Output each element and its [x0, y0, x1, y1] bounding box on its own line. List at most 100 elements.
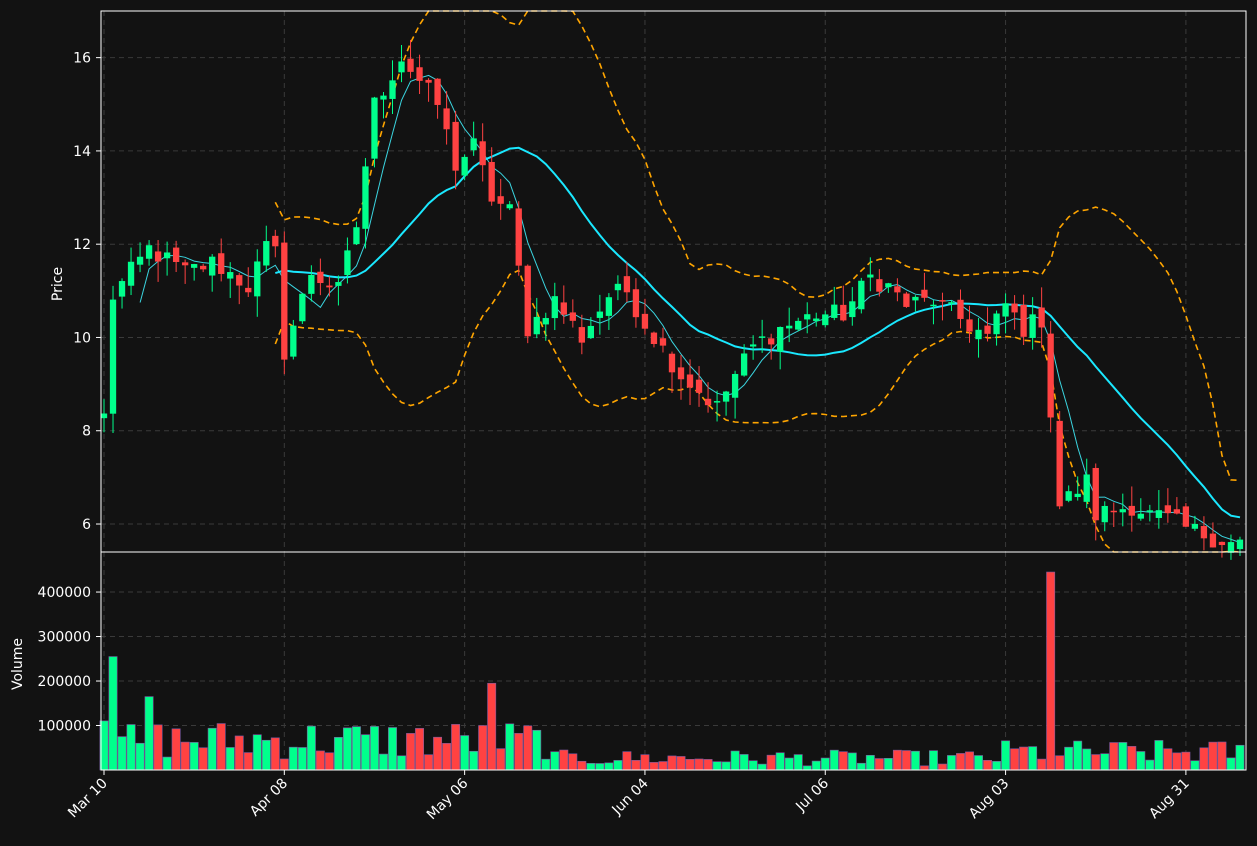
volume-bar — [1118, 742, 1128, 771]
volume-bar — [460, 735, 470, 771]
candle-body — [461, 156, 468, 176]
candle-body — [650, 332, 658, 345]
candle-body — [984, 325, 991, 334]
candle-body — [1164, 505, 1172, 514]
candle-body — [641, 313, 649, 329]
candle-body — [686, 374, 694, 388]
volume-bar — [1001, 740, 1011, 771]
volume-bar — [775, 752, 785, 771]
candle-body — [749, 344, 757, 347]
volume-bar — [865, 754, 875, 771]
volume-bar — [469, 750, 479, 771]
volume-bar — [550, 751, 560, 771]
volume-bar — [153, 724, 163, 771]
volume-bar — [649, 762, 659, 771]
volume-bar — [1100, 753, 1110, 771]
volume-bar — [956, 753, 965, 771]
volume-bar — [406, 733, 415, 771]
candle-body — [1173, 509, 1181, 514]
candle-body — [1056, 420, 1063, 507]
candle-body — [434, 78, 441, 105]
candle-body — [1101, 505, 1108, 523]
volume-bar — [631, 760, 641, 771]
volume-bar — [965, 751, 974, 771]
volume-bar — [541, 758, 551, 771]
volume-bar — [577, 760, 587, 771]
candle-body — [191, 264, 198, 268]
volume-bar — [424, 754, 434, 771]
volume-bar — [496, 748, 506, 771]
volume-bar — [802, 765, 812, 771]
candle-body — [921, 289, 928, 298]
volume-bar — [234, 735, 244, 771]
volume-tick-label: 300000 — [38, 630, 91, 646]
volume-bar — [694, 758, 704, 771]
volume-bar — [559, 749, 569, 771]
volume-bar — [144, 696, 154, 771]
candle-body — [200, 265, 207, 270]
ma-slow-line — [275, 146, 1241, 519]
volume-bar — [748, 760, 758, 771]
volume-bar — [721, 761, 731, 771]
candle-body — [1029, 314, 1036, 338]
volume-tick-label: 100000 — [38, 719, 91, 735]
candle-body — [795, 320, 802, 330]
volume-bar — [847, 752, 857, 771]
candle-body — [380, 95, 387, 100]
candle-body — [758, 336, 766, 338]
volume-bar — [739, 754, 749, 771]
candle-body — [209, 256, 216, 276]
candle-body — [443, 108, 450, 130]
volume-bar — [270, 737, 280, 771]
volume-bar — [929, 750, 938, 771]
volume-bar — [261, 739, 271, 771]
price-y-ticks: 6 8 10 12 14 16 — [73, 51, 101, 533]
volume-bar — [279, 758, 289, 771]
volume-bar — [442, 743, 452, 771]
volume-bar — [622, 751, 632, 771]
candles — [100, 39, 1244, 560]
price-tick-label: 6 — [82, 517, 91, 533]
candle-body — [1074, 493, 1081, 498]
price-axis-label: Price — [50, 267, 66, 301]
volume-bar — [1064, 746, 1074, 771]
volume-bar — [225, 747, 235, 771]
volume-bar — [892, 749, 902, 771]
candle-body — [831, 304, 838, 318]
candle-body — [1110, 510, 1117, 513]
candle-body — [894, 286, 901, 293]
candle-body — [236, 275, 243, 286]
volume-bar — [1082, 748, 1092, 771]
volume-bar — [1109, 742, 1119, 771]
volume-bar — [1235, 744, 1245, 771]
price-tick-label: 8 — [82, 424, 91, 440]
volume-bar — [451, 724, 461, 771]
volume-bar — [1019, 746, 1029, 771]
candle-body — [786, 325, 793, 329]
volume-bar — [1127, 746, 1137, 771]
candle-body — [245, 287, 252, 293]
volume-bar — [757, 763, 767, 771]
candle-body — [713, 401, 721, 403]
candle-body — [1182, 506, 1190, 527]
candle-body — [677, 367, 685, 380]
volume-bar — [342, 727, 352, 771]
volume-bar — [189, 742, 199, 771]
candle-body — [668, 353, 676, 373]
volume-bar — [919, 765, 929, 771]
candle-body — [263, 241, 270, 266]
candle-body — [704, 398, 712, 406]
candle-body — [551, 296, 558, 319]
volume-bar — [126, 724, 136, 771]
volume-bar — [397, 755, 406, 771]
candle-body — [957, 299, 964, 319]
volume-axis-label: Volume — [10, 638, 26, 690]
volume-y-ticks: 100000 200000 300000 400000 — [38, 585, 101, 735]
candle-body — [1218, 541, 1226, 546]
volume-bar — [1217, 741, 1227, 771]
volume-bar — [171, 728, 181, 771]
volume-bar — [947, 755, 956, 771]
candle-body — [452, 121, 459, 171]
volume-bar — [874, 758, 884, 771]
candle-body — [930, 304, 937, 307]
